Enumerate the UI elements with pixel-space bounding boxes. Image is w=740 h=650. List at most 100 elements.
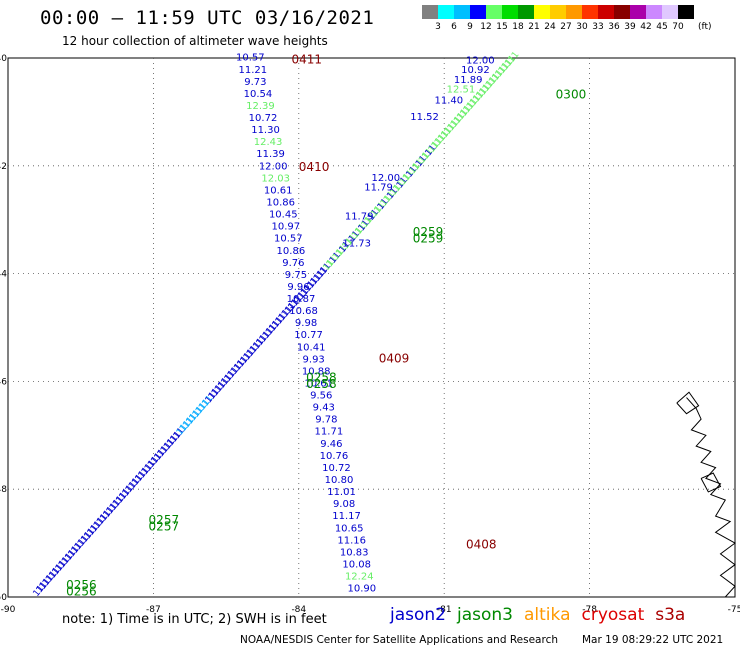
scale-swatch [646,5,662,19]
page-title: 00:00 – 11:59 UTC 03/16/2021 [40,7,375,29]
descending-swh-value: 9.76 [282,258,304,269]
scale-swatch [502,5,518,19]
scale-label: 24 [544,22,556,32]
scale-label: 27 [560,22,572,32]
descending-swh-value: 10.72 [249,113,278,124]
satellite-legend-s3a: s3a [655,605,686,625]
descending-swh-value: 10.80 [325,475,354,486]
coastline-island [700,472,722,493]
scale-swatch [630,5,646,19]
map-frame [7,57,736,598]
lat-tick-label: -46 [0,377,7,387]
descending-swh-value: 10.57 [236,53,265,64]
descending-swh-value: 10.90 [347,584,376,595]
descending-swh-value: 9.73 [244,77,266,88]
lat-tick-label: -42 [0,162,7,172]
satellite-legend: jason2 jason3 altika cryosat s3a [390,605,696,625]
descending-swh-value: 10.97 [271,222,300,233]
scale-swatch [438,5,454,19]
descending-swh-value: 10.83 [340,547,369,558]
scale-swatch [550,5,566,19]
descending-swh-value: 10.45 [269,210,298,221]
descending-swh-value: 9.08 [333,499,355,510]
satellite-legend-jason2: jason2 [390,605,446,625]
descending-swh-value: 10.86 [266,197,295,208]
scale-swatch [598,5,614,19]
scale-label: 21 [528,22,540,32]
lat-tick-label: -48 [0,485,7,495]
descending-swh-value: 9.98 [295,318,317,329]
descending-swh-value: 11.01 [327,487,356,498]
scale-swatch [518,5,534,19]
scale-swatch [678,5,694,19]
scale-label: 3 [435,22,441,32]
scale-label: 30 [576,22,588,32]
descending-swh-value: 10.88 [302,366,331,377]
descending-swh-value: 9.56 [310,391,332,402]
scale-swatch [566,5,582,19]
scale-swatch [454,5,470,19]
ascending-swh-value: 10.92 [461,65,490,76]
descending-swh-value: 11.30 [251,125,280,136]
lon-tick-label: -90 [1,605,16,615]
lon-tick-label: -84 [291,605,306,615]
lon-tick-label: -78 [582,605,597,615]
descending-swh-value: 10.68 [289,306,318,317]
descending-swh-value: 10.61 [304,378,333,389]
scale-swatch [582,5,598,19]
scale-label: 18 [512,22,524,32]
descending-swh-value: 12.24 [345,572,374,583]
credit-line: NOAA/NESDIS Center for Satellite Applica… [240,634,558,646]
lat-tick-label: -44 [0,270,7,280]
descending-swh-value: 12.03 [261,173,290,184]
descending-swh-value: 10.57 [274,234,303,245]
descending-swh-value: 11.71 [315,427,344,438]
satellite-legend-altika: altika [524,605,571,625]
ascending-swh-value: 11.79 [345,212,374,223]
scale-label: 70 [672,22,684,32]
ascending-swh-value: 12.00 [372,173,401,184]
scale-label: 15 [496,22,508,32]
descending-swh-value: 9.78 [315,415,337,426]
descending-swh-value: 11.16 [337,535,366,546]
coastline-island [676,391,700,415]
coastline [686,397,736,598]
satellite-legend-jason3: jason3 [457,605,513,625]
scale-label: 6 [451,22,457,32]
pass-time-label: 0409 [379,352,410,366]
pass-time-label: 0256 [66,584,97,598]
descending-swh-value: 11.39 [256,149,285,160]
descending-swh-value: 11.21 [239,65,268,76]
page-subtitle: 12 hour collection of altimeter wave hei… [62,34,328,48]
scale-label: 12 [480,22,492,32]
descending-swh-value: 9.46 [320,439,342,450]
ascending-swh-value: 12.51 [447,84,476,95]
scale-label: 33 [592,22,604,32]
descending-swh-value: 10.72 [322,463,351,474]
lon-tick-label: -81 [437,605,452,615]
ascending-swh-value: 11.89 [454,75,483,86]
descending-swh-value: 9.93 [303,354,325,365]
descending-swh-value: 12.00 [259,161,288,172]
scale-label: 39 [624,22,636,32]
descending-swh-value: 9.96 [287,282,309,293]
ascending-swh-value: 12.00 [466,55,495,66]
pass-time-label: 0259 [413,231,444,245]
scale-label: 9 [467,22,473,32]
pass-time-label: 0257 [149,513,180,527]
lat-tick-label: -40 [0,54,7,64]
ascending-swh-value: 11.79 [364,183,393,194]
descending-swh-value: 10.65 [335,523,364,534]
pass-time-label: 0411 [292,52,323,66]
lon-tick-label: -75 [728,605,740,615]
scale-swatch [662,5,678,19]
descending-swh-value: 10.77 [294,330,323,341]
pass-time-label: 0408 [466,537,497,551]
scale-swatch [614,5,630,19]
lon-tick-label: -87 [146,605,161,615]
descending-swh-value: 10.61 [264,185,293,196]
descending-swh-value: 10.76 [320,451,349,462]
pass-time-label: 0258 [306,370,337,384]
